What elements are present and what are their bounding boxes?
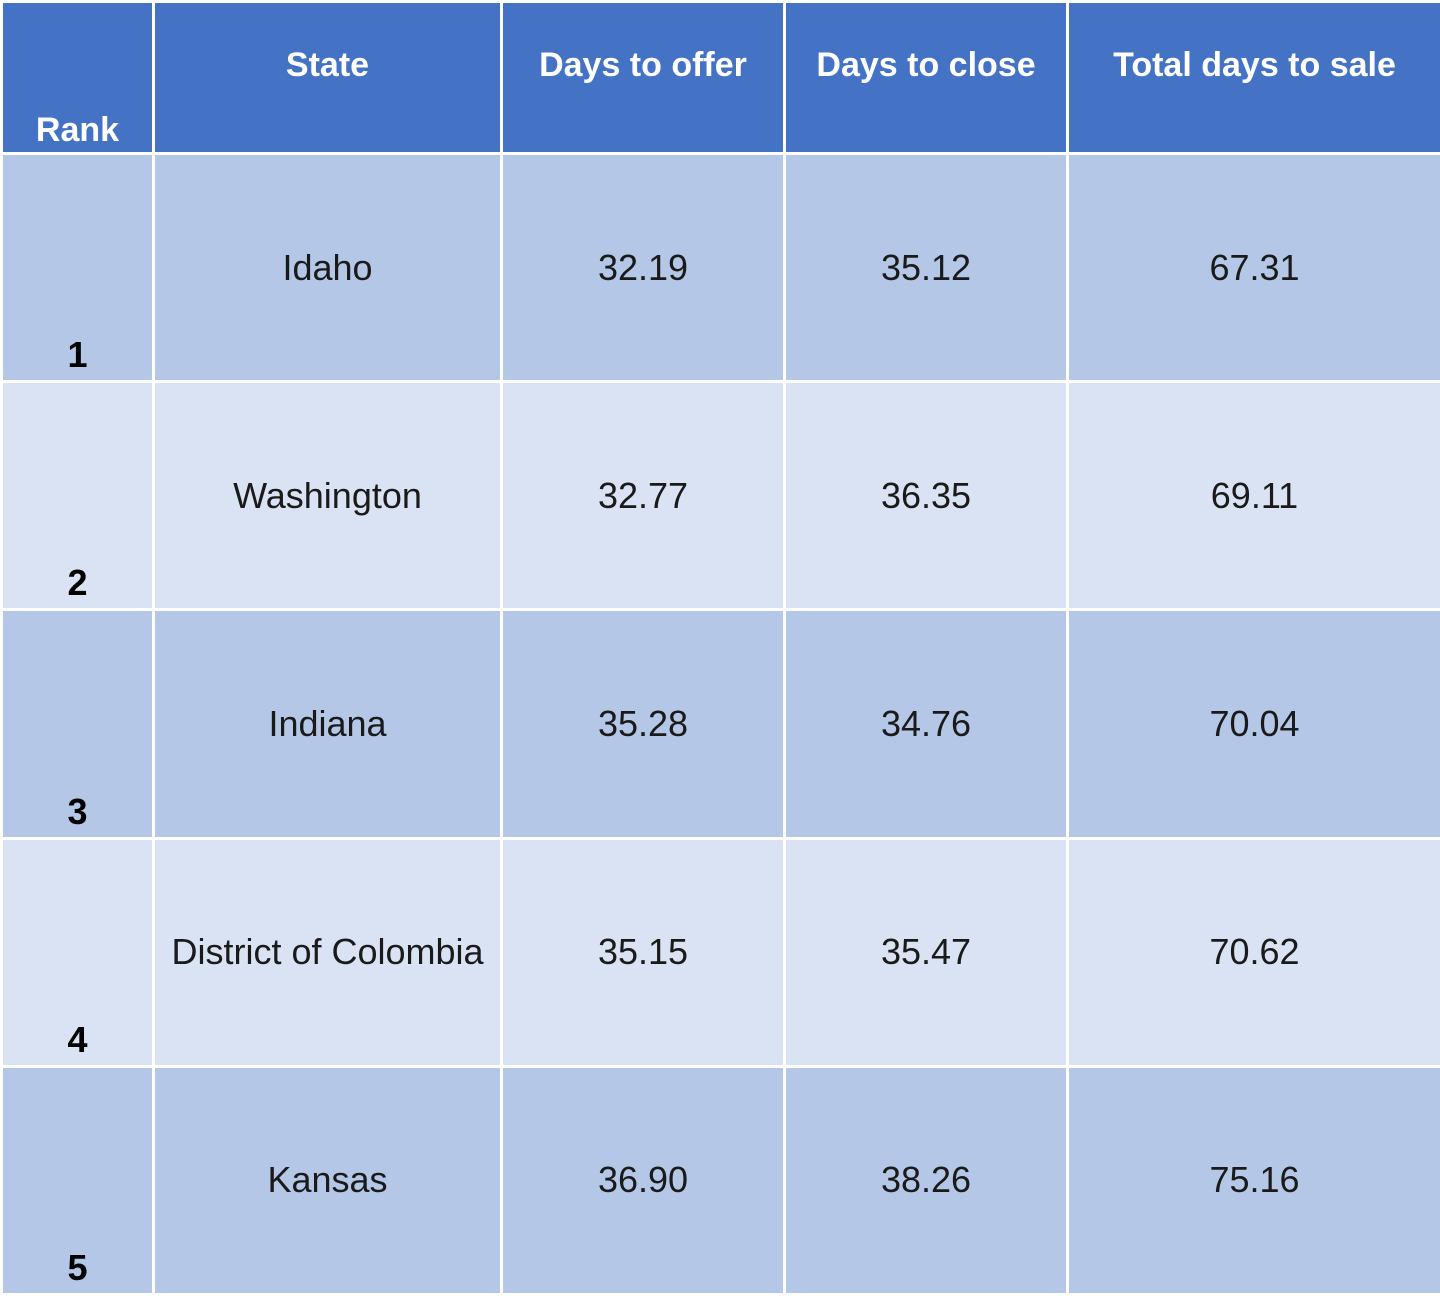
days-to-close-cell: 38.26 <box>783 1064 1069 1296</box>
rank-cell: 2 <box>0 380 155 612</box>
rank-cell: 1 <box>0 151 155 384</box>
days-to-offer-cell: 35.28 <box>500 608 786 840</box>
rank-cell: 5 <box>0 1064 155 1296</box>
column-header-days-to-offer: Days to offer <box>500 0 786 155</box>
days-to-close-cell: 34.76 <box>783 608 1069 840</box>
state-cell: Washington <box>152 380 503 612</box>
rank-cell: 3 <box>0 608 155 840</box>
column-header-state: State <box>152 0 503 155</box>
days-to-offer-cell: 32.77 <box>500 380 786 612</box>
total-days-to-sale-cell: 67.31 <box>1066 151 1440 384</box>
table-row: 5 Kansas 36.90 38.26 75.16 <box>0 1064 1440 1296</box>
days-to-close-cell: 36.35 <box>783 380 1069 612</box>
state-cell: District of Colombia <box>152 836 503 1068</box>
state-cell: Kansas <box>152 1064 503 1296</box>
header-row: Rank State Days to offer Days to close T… <box>0 0 1440 155</box>
days-to-offer-cell: 35.15 <box>500 836 786 1068</box>
table-row: 3 Indiana 35.28 34.76 70.04 <box>0 608 1440 840</box>
table-row: 1 Idaho 32.19 35.12 67.31 <box>0 151 1440 384</box>
table-row: 4 District of Colombia 35.15 35.47 70.62 <box>0 836 1440 1068</box>
column-header-total-days-to-sale: Total days to sale <box>1066 0 1440 155</box>
rank-cell: 4 <box>0 836 155 1068</box>
days-to-offer-cell: 32.19 <box>500 151 786 384</box>
column-header-rank: Rank <box>0 0 155 155</box>
total-days-to-sale-cell: 69.11 <box>1066 380 1440 612</box>
days-to-close-cell: 35.47 <box>783 836 1069 1068</box>
state-cell: Indiana <box>152 608 503 840</box>
total-days-to-sale-cell: 70.04 <box>1066 608 1440 840</box>
days-to-offer-cell: 36.90 <box>500 1064 786 1296</box>
column-header-days-to-close: Days to close <box>783 0 1069 155</box>
days-to-close-cell: 35.12 <box>783 151 1069 384</box>
state-cell: Idaho <box>152 151 503 384</box>
table-row: 2 Washington 32.77 36.35 69.11 <box>0 380 1440 612</box>
total-days-to-sale-cell: 70.62 <box>1066 836 1440 1068</box>
total-days-to-sale-cell: 75.16 <box>1066 1064 1440 1296</box>
